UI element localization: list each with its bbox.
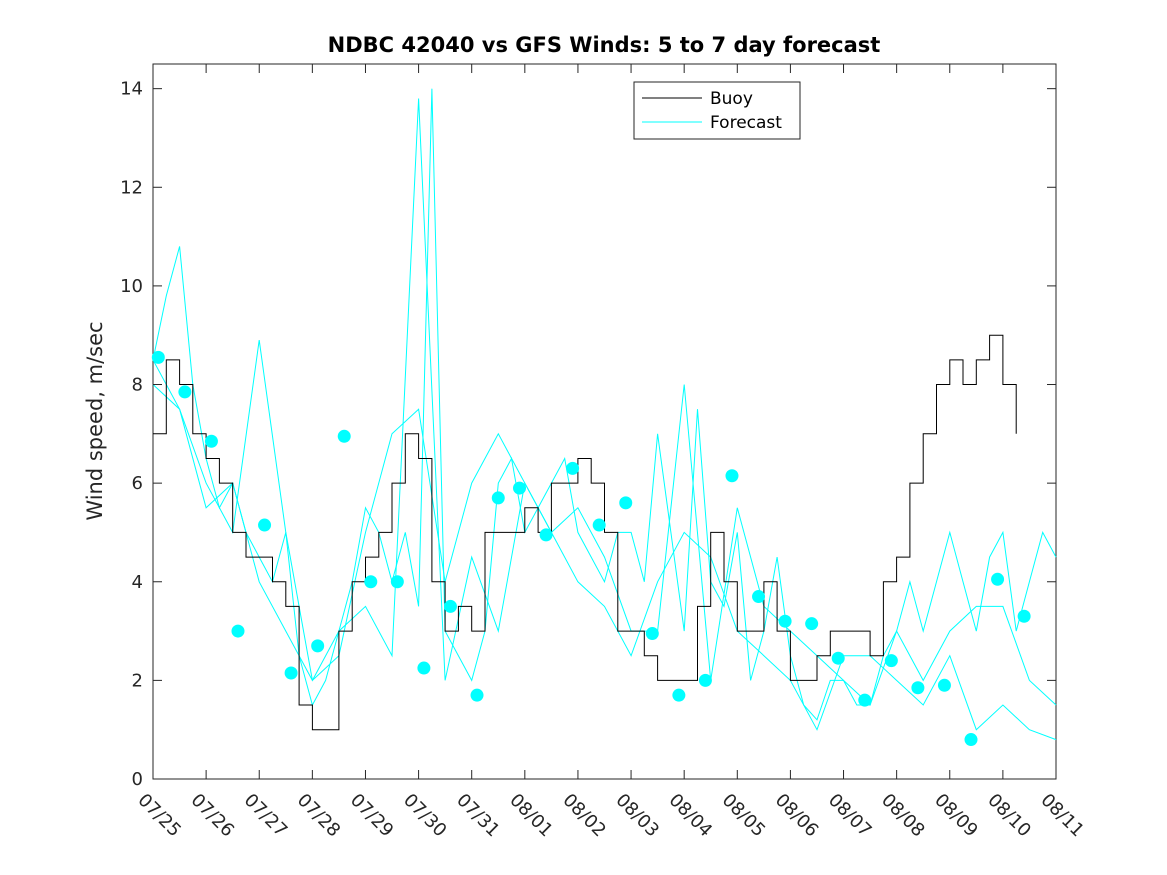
forecast-marker	[443, 599, 457, 613]
legend-box	[633, 81, 801, 140]
forecast-marker	[311, 639, 325, 653]
forecast-marker	[284, 666, 298, 680]
chart-title: NDBC 42040 vs GFS Winds: 5 to 7 day fore…	[328, 33, 881, 57]
y-tick-label: 14	[120, 79, 143, 100]
y-tick-label: 0	[132, 769, 143, 790]
forecast-series-line-3	[152, 98, 1057, 741]
series-layer	[152, 88, 1057, 741]
forecast-series-line-2	[152, 340, 1057, 706]
forecast-marker	[566, 461, 580, 475]
legend: Buoy Forecast	[633, 81, 801, 140]
plot-frame	[152, 63, 1057, 780]
forecast-marker	[231, 624, 245, 638]
forecast-marker	[151, 350, 165, 364]
forecast-marker	[805, 617, 819, 631]
forecast-marker	[1017, 609, 1031, 623]
forecast-marker	[752, 590, 766, 604]
y-tick-label: 8	[132, 375, 143, 396]
forecast-marker	[858, 693, 872, 707]
buoy-series-line	[153, 334, 1017, 731]
forecast-marker	[364, 575, 378, 589]
legend-label-buoy: Buoy	[710, 89, 753, 109]
y-tick-label: 6	[132, 473, 143, 494]
forecast-marker	[204, 434, 218, 448]
y-axis-label: Wind speed, m/sec	[83, 321, 107, 520]
forecast-marker	[672, 688, 686, 702]
forecast-marker	[592, 518, 606, 532]
marker-layer	[151, 350, 1031, 747]
forecast-marker	[258, 518, 272, 532]
forecast-marker	[645, 627, 659, 641]
forecast-marker	[470, 688, 484, 702]
forecast-marker	[619, 496, 633, 510]
forecast-marker	[964, 733, 978, 747]
plot-area	[151, 63, 1057, 780]
forecast-marker	[778, 614, 792, 628]
forecast-marker	[491, 491, 505, 505]
forecast-marker	[911, 681, 925, 695]
y-axis: 0 2 4 6 8 10 12 14	[120, 79, 1056, 790]
y-tick-label: 12	[120, 177, 143, 198]
y-tick-label: 4	[132, 572, 143, 593]
forecast-marker	[178, 385, 192, 399]
forecast-marker	[937, 678, 951, 692]
forecast-marker	[725, 469, 739, 483]
forecast-marker	[831, 651, 845, 665]
forecast-marker	[991, 572, 1005, 586]
forecast-marker	[337, 429, 351, 443]
forecast-marker	[390, 575, 404, 589]
forecast-marker	[698, 673, 712, 687]
forecast-marker	[539, 528, 553, 542]
forecast-marker	[884, 654, 898, 668]
y-tick-label: 10	[120, 276, 143, 297]
y-tick-label: 2	[132, 670, 143, 691]
forecast-marker	[513, 481, 527, 495]
legend-label-forecast: Forecast	[710, 113, 782, 133]
forecast-marker	[417, 661, 431, 675]
forecast-series-line-1	[152, 88, 1057, 721]
